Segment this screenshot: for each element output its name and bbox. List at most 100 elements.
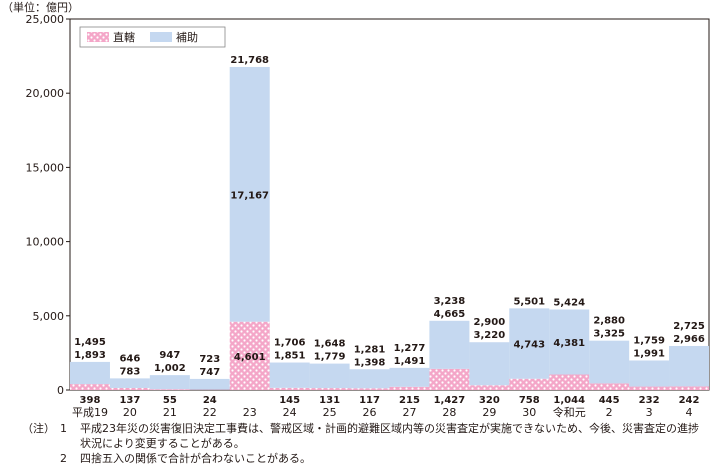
bar-segment-chokkatsu bbox=[629, 386, 670, 390]
note-mark: （注） bbox=[22, 422, 55, 435]
bar-segment-chokkatsu bbox=[589, 383, 630, 390]
chokkatsu-value-label: 55 bbox=[163, 395, 177, 406]
bar-segment-hojo bbox=[509, 308, 550, 379]
y-axis-unit-label: （単位：億円） bbox=[2, 0, 79, 14]
chokkatsu-value-label: 137 bbox=[119, 395, 140, 406]
bar-segment-chokkatsu bbox=[69, 384, 110, 390]
chokkatsu-value-label: 1,427 bbox=[434, 395, 466, 406]
chokkatsu-value-label: 758 bbox=[519, 395, 540, 406]
bar-segment-chokkatsu bbox=[269, 387, 310, 390]
hojo-value-label: 17,167 bbox=[230, 190, 269, 201]
x-category-label: 3 bbox=[646, 406, 653, 419]
bar-segment-hojo bbox=[109, 378, 150, 388]
bar-segment-chokkatsu bbox=[109, 387, 150, 390]
y-tick-label: 25,000 bbox=[26, 13, 65, 26]
chokkatsu-value-label: 145 bbox=[279, 395, 300, 406]
y-tick-label: 0 bbox=[57, 384, 64, 397]
stacked-bar-chart: （単位：億円） 0 5,000 10,000 15,000 20,000 25,000 1,8… bbox=[2, 0, 710, 419]
hojo-value-label: 1,281 bbox=[354, 344, 386, 355]
chart-notes: （注） 1 平成23年災の災害復旧決定工事費は、警戒区域・計画的避難区域内等の災… bbox=[22, 421, 706, 466]
x-category-label: 28 bbox=[442, 406, 456, 419]
bar-segment-chokkatsu bbox=[149, 389, 190, 390]
chokkatsu-value-label: 398 bbox=[80, 395, 101, 406]
note-2: 2 四捨五入の関係で合計が合わないことがある。 bbox=[22, 451, 706, 466]
bar-segment-chokkatsu bbox=[469, 385, 510, 390]
chokkatsu-value-label: 215 bbox=[399, 395, 420, 406]
x-category-label: 平成19 bbox=[72, 406, 108, 419]
hojo-value-label: 4,743 bbox=[513, 340, 545, 351]
x-category-label: 30 bbox=[522, 406, 536, 419]
hojo-value-label: 723 bbox=[199, 354, 220, 365]
x-category-label: 22 bbox=[203, 406, 217, 419]
chokkatsu-value-label: 232 bbox=[639, 395, 660, 406]
hojo-value-label: 1,759 bbox=[633, 335, 665, 346]
y-tick-label: 15,000 bbox=[26, 161, 65, 174]
bar-segment-chokkatsu bbox=[389, 386, 430, 390]
note-text: 四捨五入の関係で合計が合わないことがある。 bbox=[80, 452, 311, 465]
hojo-value-label: 4,381 bbox=[553, 338, 585, 349]
total-value-label: 1,398 bbox=[354, 357, 386, 368]
x-category-label: 24 bbox=[283, 406, 297, 419]
hojo-value-label: 1,277 bbox=[394, 343, 426, 354]
bar-segment-hojo bbox=[149, 375, 190, 390]
bar-segment-chokkatsu bbox=[509, 378, 550, 390]
note-1: （注） 1 平成23年災の災害復旧決定工事費は、警戒区域・計画的避難区域内等の災… bbox=[22, 421, 706, 451]
chokkatsu-value-label: 24 bbox=[203, 395, 217, 406]
note-number: 1 bbox=[60, 422, 67, 435]
bar-segment-chokkatsu bbox=[229, 321, 270, 390]
hojo-value-label: 1,495 bbox=[74, 337, 106, 348]
x-category-label: 25 bbox=[323, 406, 337, 419]
total-value-label: 5,424 bbox=[553, 297, 585, 308]
bar-segment-hojo bbox=[229, 66, 270, 322]
legend-label-hojo: 補助 bbox=[176, 30, 198, 44]
chokkatsu-value-label: 242 bbox=[679, 395, 700, 406]
bar-segment-hojo bbox=[389, 367, 430, 387]
bar-segment-hojo bbox=[469, 342, 510, 386]
chokkatsu-value-label: 4,601 bbox=[234, 352, 266, 363]
x-category-label: 23 bbox=[243, 406, 257, 419]
y-tick-label: 10,000 bbox=[26, 236, 65, 249]
bar-segment-chokkatsu bbox=[549, 374, 590, 390]
hojo-value-label: 646 bbox=[119, 353, 140, 364]
legend-swatch-chokkatsu bbox=[87, 32, 109, 42]
y-tick-label: 20,000 bbox=[26, 87, 65, 100]
total-value-label: 1,491 bbox=[394, 356, 426, 367]
total-value-label: 783 bbox=[119, 366, 140, 377]
total-value-label: 3,325 bbox=[593, 329, 625, 340]
x-category-label: 29 bbox=[482, 406, 496, 419]
x-category-label: 27 bbox=[402, 406, 416, 419]
bar-segment-hojo bbox=[69, 361, 110, 385]
bar-segment-hojo bbox=[429, 320, 470, 369]
total-value-label: 1,851 bbox=[274, 351, 306, 362]
bar-segment-hojo bbox=[549, 309, 590, 375]
x-category-label: 令和元 bbox=[553, 405, 586, 419]
chokkatsu-value-label: 320 bbox=[479, 395, 500, 406]
bar-segment-hojo bbox=[589, 340, 630, 384]
chokkatsu-value-label: 117 bbox=[359, 395, 380, 406]
legend-label-chokkatsu: 直轄 bbox=[113, 30, 135, 44]
bar-segment-chokkatsu bbox=[669, 386, 710, 390]
bar-segment-hojo bbox=[309, 363, 350, 389]
note-text: 平成23年災の災害復旧決定工事費は、警戒区域・計画的避難区域内等の災害査定が実施… bbox=[80, 422, 699, 450]
bar-segment-hojo bbox=[189, 378, 230, 390]
x-category-label: 26 bbox=[363, 406, 377, 419]
hojo-value-label: 2,880 bbox=[593, 316, 625, 327]
total-value-label: 1,779 bbox=[314, 352, 346, 363]
total-value-label: 5,501 bbox=[513, 296, 545, 307]
hojo-value-label: 1,706 bbox=[274, 338, 306, 349]
bar-segment-hojo bbox=[669, 345, 710, 387]
hojo-value-label: 2,725 bbox=[673, 321, 705, 332]
note-number: 2 bbox=[60, 452, 67, 465]
total-value-label: 21,768 bbox=[230, 55, 269, 66]
total-value-label: 2,966 bbox=[673, 334, 705, 345]
legend-swatch-hojo bbox=[150, 32, 172, 42]
hojo-value-label: 1,648 bbox=[314, 339, 346, 350]
bar-segment-hojo bbox=[349, 369, 390, 389]
x-category-label: 20 bbox=[123, 406, 137, 419]
bar-segment-chokkatsu bbox=[429, 368, 470, 390]
chokkatsu-value-label: 131 bbox=[319, 395, 340, 406]
y-tick-label: 5,000 bbox=[33, 310, 65, 323]
chokkatsu-value-label: 445 bbox=[599, 395, 620, 406]
total-value-label: 4,665 bbox=[434, 309, 466, 320]
chokkatsu-value-label: 1,044 bbox=[553, 395, 585, 406]
